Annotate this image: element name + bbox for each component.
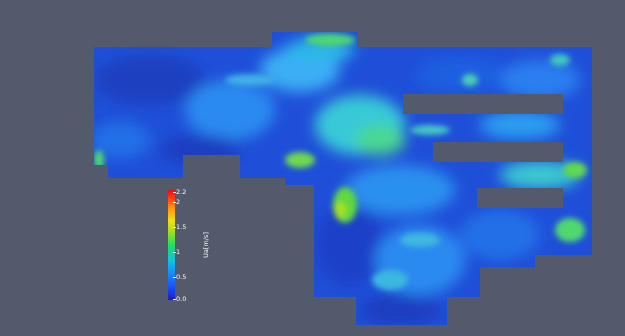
colorbar-tick: 1	[172, 248, 181, 256]
colorbar-tick: 0.0	[172, 295, 187, 303]
velocity-blobs-broad	[94, 38, 580, 325]
velocity-blobs-fine	[94, 34, 587, 290]
colorbar-title: Ua[m/s]	[202, 232, 210, 258]
colorbar-tick: 2	[172, 198, 181, 206]
colorbar-tick: 0.5	[172, 273, 187, 281]
colorbar-legend: 2.2 2 1.5 1 0.5 0.0 Ua[m/s]	[168, 188, 228, 303]
colorbar-gradient	[168, 190, 175, 300]
colorbar-tick: 2.2	[172, 188, 187, 196]
colorbar-tick: 1.5	[172, 223, 187, 231]
